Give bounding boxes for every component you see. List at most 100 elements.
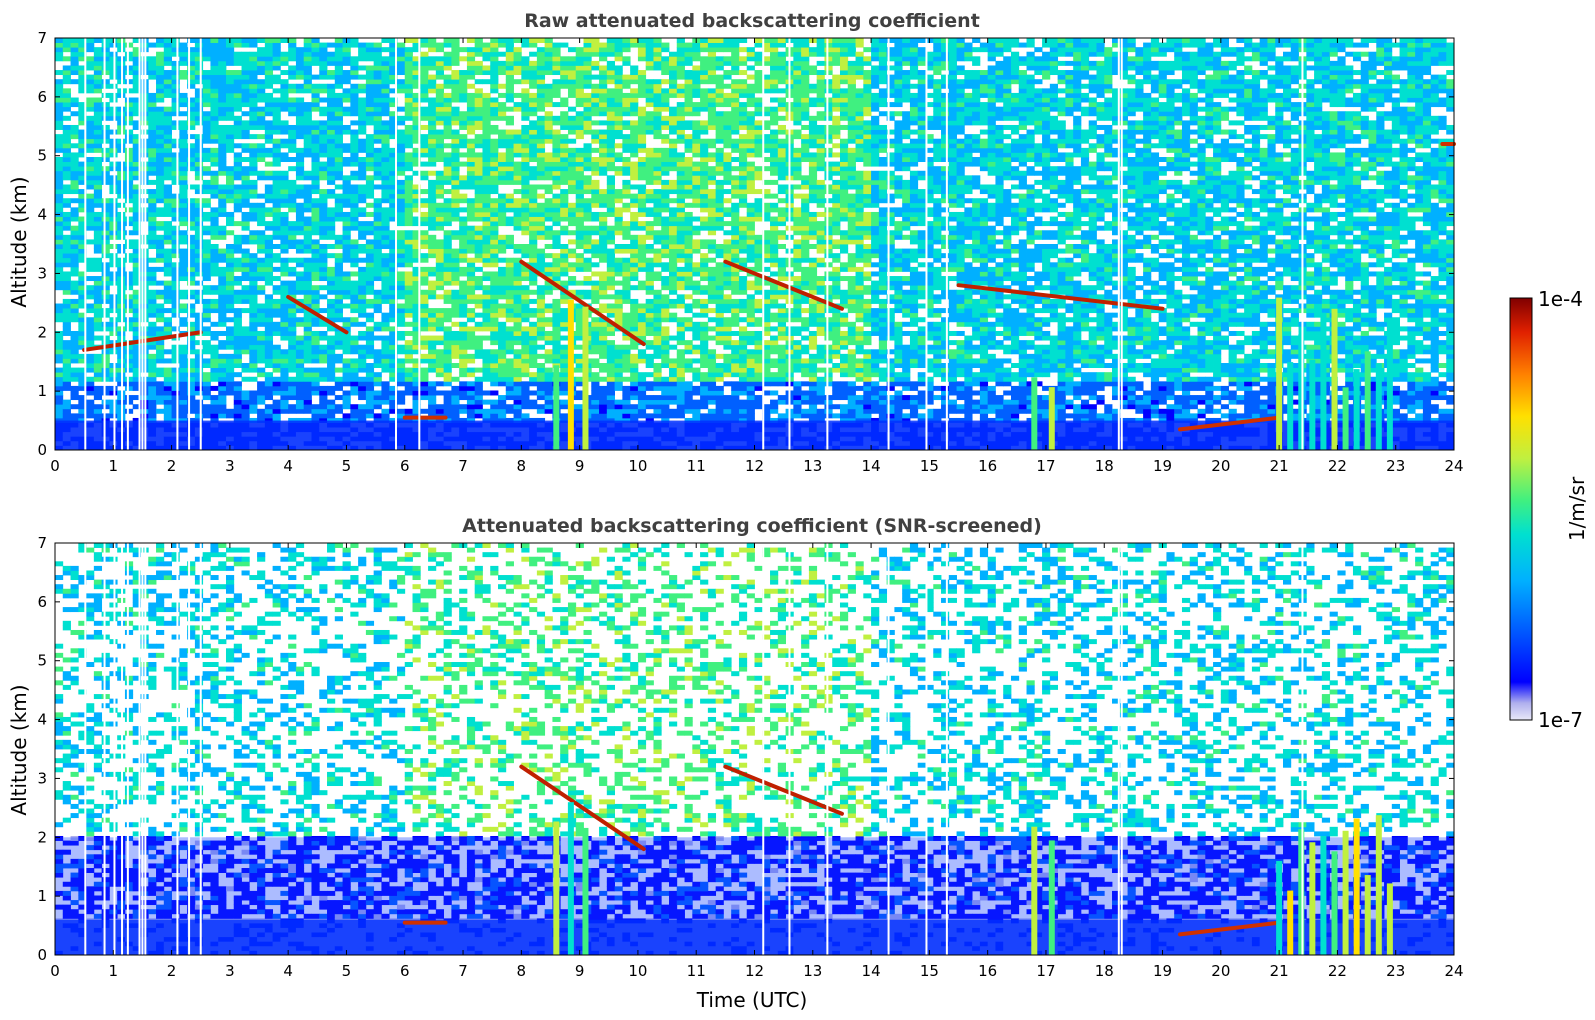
- backscatter-cell: [529, 353, 538, 359]
- backscatter-cell: [218, 413, 227, 419]
- backscatter-cell: [171, 271, 180, 277]
- backscatter-cell: [319, 376, 328, 382]
- backscatter-cell: [319, 175, 328, 181]
- backscatter-cell: [389, 124, 398, 130]
- backscatter-cell: [202, 404, 211, 410]
- backscatter-cell: [210, 372, 219, 378]
- backscatter-cell: [435, 239, 445, 245]
- backscatter-cell: [334, 38, 343, 43]
- backscatter-cell: [288, 239, 297, 245]
- backscatter-cell: [280, 129, 289, 135]
- backscatter-cell: [474, 253, 483, 259]
- backscatter-cell: [303, 330, 312, 336]
- backscatter-cell: [70, 239, 79, 245]
- backscatter-cell: [241, 335, 250, 341]
- backscatter-cell: [334, 289, 343, 295]
- backscatter-cell: [435, 83, 445, 89]
- backscatter-cell: [327, 390, 336, 396]
- backscatter-cell: [529, 143, 538, 149]
- backscatter-cell: [148, 353, 157, 359]
- backscatter-cell: [521, 285, 530, 291]
- backscatter-cell: [93, 280, 103, 286]
- backscatter-cell: [295, 111, 305, 117]
- backscatter-cell: [327, 115, 336, 121]
- backscatter-cell: [179, 102, 188, 108]
- backscatter-cell: [435, 179, 445, 185]
- backscatter-cell: [560, 298, 569, 304]
- backscatter-cell: [179, 385, 188, 391]
- backscatter-cell: [334, 147, 343, 153]
- backscatter-cell: [443, 404, 452, 410]
- backscatter-cell: [513, 285, 522, 291]
- backscatter-cell: [505, 143, 514, 149]
- backscatter-cell: [257, 335, 266, 341]
- backscatter-cell: [350, 289, 359, 295]
- backscatter-cell: [101, 207, 110, 213]
- backscatter-cell: [490, 381, 499, 387]
- backscatter-cell: [334, 97, 343, 103]
- backscatter-cell: [241, 129, 250, 135]
- backscatter-cell: [70, 385, 79, 391]
- backscatter-cell: [124, 134, 134, 140]
- backscatter-cell: [93, 285, 103, 291]
- backscatter-cell: [373, 321, 382, 327]
- backscatter-cell: [466, 129, 476, 135]
- backscatter-cell: [210, 175, 219, 181]
- backscatter-cell: [396, 170, 406, 176]
- backscatter-cell: [552, 271, 561, 277]
- backscatter-cell: [249, 179, 258, 185]
- backscatter-cell: [560, 381, 569, 387]
- backscatter-cell: [498, 179, 507, 185]
- backscatter-cell: [513, 326, 522, 332]
- backscatter-cell: [257, 92, 266, 98]
- backscatter-cell: [536, 134, 546, 140]
- backscatter-cell: [443, 330, 452, 336]
- backscatter-cell: [560, 175, 569, 181]
- backscatter-cell: [505, 385, 514, 391]
- backscatter-cell: [544, 47, 553, 53]
- backscatter-cell: [373, 248, 382, 254]
- backscatter-cell: [156, 326, 165, 332]
- backscatter-cell: [311, 408, 320, 414]
- backscatter-cell: [451, 147, 460, 153]
- backscatter-cell: [567, 276, 577, 282]
- backscatter-cell: [373, 79, 382, 85]
- backscatter-cell: [396, 88, 406, 94]
- backscatter-cell: [264, 221, 274, 227]
- backscatter-cell: [552, 298, 561, 304]
- backscatter-cell: [163, 106, 172, 112]
- backscatter-cell: [264, 106, 274, 112]
- backscatter-cell: [404, 285, 413, 291]
- backscatter-cell: [435, 326, 445, 332]
- backscatter-cell: [474, 285, 483, 291]
- backscatter-cell: [560, 189, 569, 195]
- backscatter-cell: [241, 298, 250, 304]
- backscatter-cell: [86, 179, 95, 185]
- backscatter-cell: [210, 298, 219, 304]
- backscatter-cell: [536, 221, 546, 227]
- backscatter-cell: [163, 161, 172, 167]
- backscatter-cell: [334, 175, 343, 181]
- backscatter-cell: [412, 216, 421, 222]
- backscatter-cell: [342, 344, 351, 350]
- backscatter-cell: [78, 385, 87, 391]
- backscatter-cell: [257, 60, 266, 66]
- backscatter-cell: [319, 408, 328, 414]
- backscatter-cell: [560, 161, 569, 167]
- backscatter-cell: [420, 230, 429, 236]
- backscatter-cell: [365, 42, 375, 48]
- backscatter-cell: [241, 294, 250, 300]
- backscatter-cell: [78, 70, 87, 76]
- backscatter-cell: [536, 317, 546, 323]
- backscatter-cell: [86, 102, 95, 108]
- backscatter-cell: [218, 234, 227, 240]
- backscatter-cell: [249, 312, 258, 318]
- backscatter-cell: [373, 60, 382, 66]
- backscatter-cell: [86, 353, 95, 359]
- backscatter-cell: [202, 276, 211, 282]
- backscatter-cell: [327, 385, 336, 391]
- backscatter-cell: [420, 56, 429, 62]
- backscatter-cell: [443, 211, 452, 217]
- backscatter-cell: [490, 358, 499, 364]
- backscatter-cell: [93, 216, 103, 222]
